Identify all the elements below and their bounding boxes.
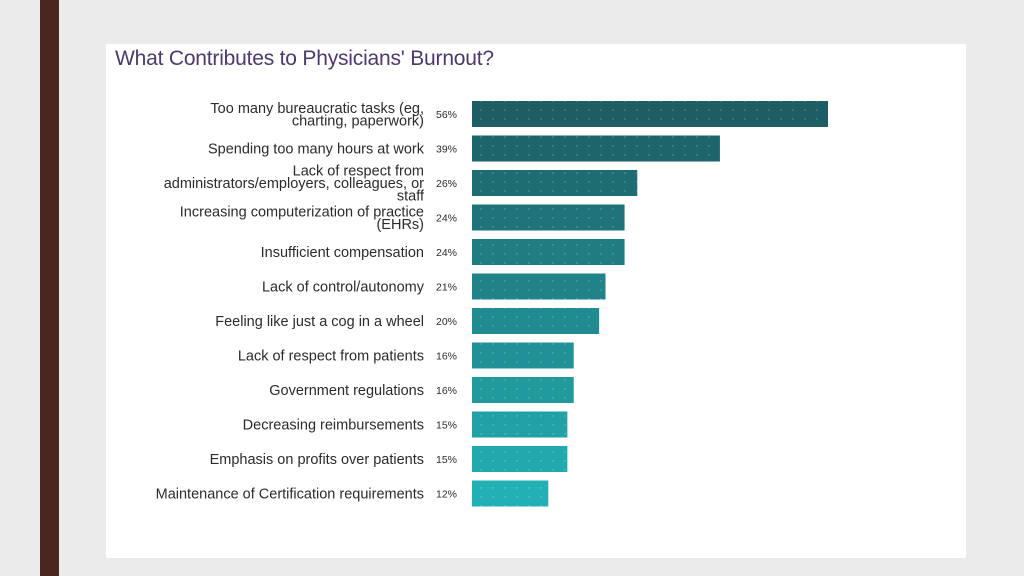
- bar-texture-7: [472, 342, 574, 369]
- bar-texture-11: [472, 480, 549, 507]
- value-label-3: 24%: [436, 213, 457, 225]
- value-label-11: 12%: [436, 489, 457, 501]
- chart-panel: What Contributes to Physicians' Burnout?…: [106, 44, 966, 558]
- category-label-2-line-0: Lack of respect from: [293, 164, 424, 180]
- bar-texture-0: [472, 101, 828, 127]
- bar-texture-6: [472, 308, 600, 334]
- bar-texture-10: [472, 446, 568, 472]
- value-label-8: 16%: [436, 385, 457, 397]
- value-label-6: 20%: [436, 316, 457, 328]
- bar-texture-9: [472, 411, 568, 438]
- category-label-3-line-1: (EHRs): [376, 217, 424, 233]
- bar-texture-8: [472, 377, 574, 403]
- category-label-0-line-1: charting, paperwork): [292, 113, 424, 129]
- bar-texture-2: [472, 170, 638, 196]
- bar-texture-1: [472, 135, 720, 162]
- category-label-7: Lack of respect from patients: [238, 349, 424, 365]
- accent-stripe: [40, 0, 59, 576]
- category-label-4: Insufficient compensation: [261, 245, 424, 261]
- bar-texture-4: [472, 239, 625, 265]
- category-label-1: Spending too many hours at work: [208, 142, 425, 158]
- value-label-0: 56%: [436, 109, 457, 121]
- value-label-5: 21%: [436, 282, 457, 294]
- bar-chart: 56% Too many bureaucratic tasks (eg,chart…: [156, 101, 828, 507]
- bars-layer: 56% Too many bureaucratic tasks (eg,chart…: [156, 101, 828, 507]
- bar-texture-3: [472, 204, 625, 231]
- category-label-5: Lack of control/autonomy: [262, 280, 425, 296]
- category-label-2-line-2: staff: [397, 189, 425, 205]
- value-label-9: 15%: [436, 420, 457, 432]
- category-label-9: Decreasing reimbursements: [243, 418, 424, 434]
- category-label-8: Government regulations: [269, 383, 424, 399]
- category-label-10: Emphasis on profits over patients: [210, 452, 424, 468]
- category-label-0-line-0: Too many bureaucratic tasks (eg,: [210, 101, 424, 117]
- value-label-4: 24%: [436, 247, 457, 259]
- category-label-3-line-0: Increasing computerization of practice: [180, 204, 424, 220]
- value-label-7: 16%: [436, 351, 457, 363]
- value-label-1: 39%: [436, 144, 457, 156]
- value-label-2: 26%: [436, 178, 457, 190]
- category-label-11: Maintenance of Certification requirement…: [156, 487, 424, 503]
- value-label-10: 15%: [436, 454, 457, 466]
- category-label-6: Feeling like just a cog in a wheel: [215, 314, 424, 330]
- bar-texture-5: [472, 273, 606, 300]
- chart-title: What Contributes to Physicians' Burnout?: [115, 47, 494, 70]
- category-label-2-line-1: administrators/employers, colleagues, or: [164, 176, 424, 192]
